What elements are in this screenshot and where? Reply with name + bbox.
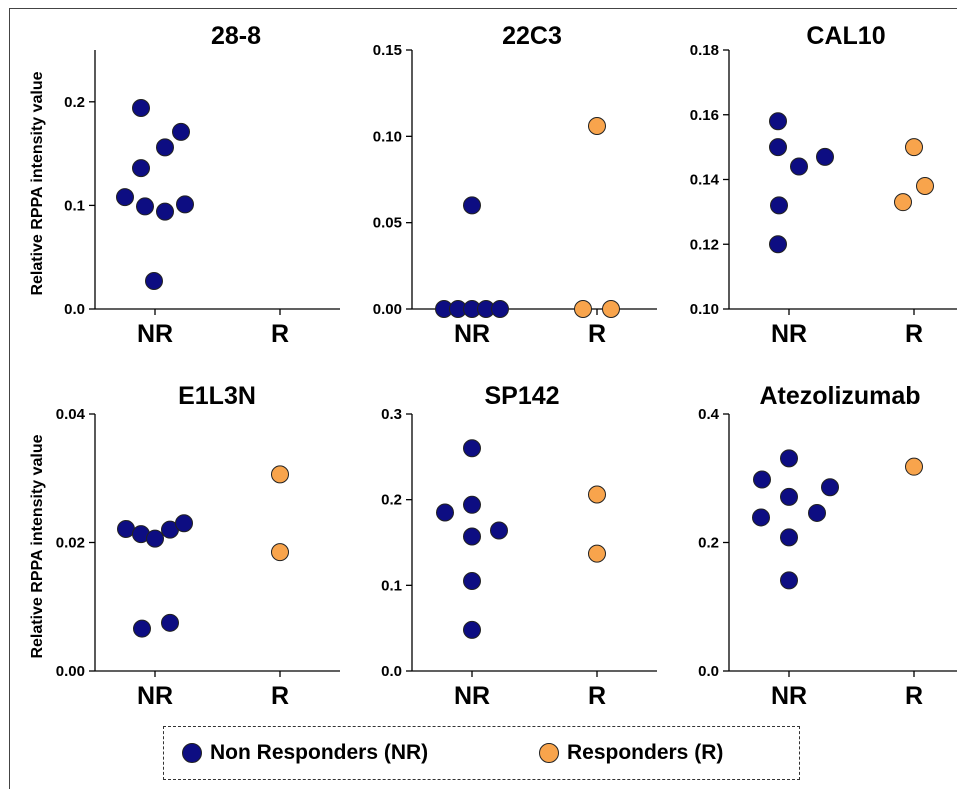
legend: Non Responders (NR) Responders (R) [163,726,800,780]
panel-title: 22C3 [502,22,562,50]
panel-title: SP142 [484,382,559,410]
x-tick-label: NR [137,320,173,348]
data-point-nr [176,195,194,214]
data-point-r [602,300,620,318]
y-tick-label: 0.1 [64,197,85,214]
legend-item-nr: Non Responders (NR) [182,727,428,779]
panel-title: Atezolizumab [759,382,920,410]
y-tick-label: 0.04 [56,406,86,423]
y-tick-label: 0.1 [381,577,402,594]
x-tick-label: NR [454,320,490,348]
x-tick-label: R [588,320,606,348]
data-point-nr [821,478,839,497]
y-tick-label: 0.10 [690,301,719,318]
data-point-r [588,544,606,563]
data-point-nr [490,521,508,540]
data-point-r [588,485,606,504]
data-point-r [894,193,912,212]
y-axis-label: Relative RPPA intensity value [29,71,46,295]
legend-item-r: Responders (R) [539,727,723,779]
data-point-nr [172,122,190,141]
data-point-nr [769,235,787,254]
x-tick-label: R [271,682,289,710]
x-tick-label: NR [771,320,807,348]
y-tick-label: 0.2 [64,94,85,111]
y-tick-label: 0.0 [381,663,402,680]
data-point-nr [463,527,481,546]
y-tick-label: 0.3 [381,406,402,423]
y-tick-label: 0.00 [56,663,85,680]
legend-marker-r [539,743,559,763]
data-point-nr [808,503,826,522]
panel-title: CAL10 [806,22,885,50]
x-tick-label: R [905,682,923,710]
y-tick-label: 0.12 [690,236,719,253]
data-point-r [905,138,923,157]
data-point-nr [463,495,481,514]
data-point-nr [132,159,150,178]
data-point-nr [161,613,179,632]
y-tick-label: 0.2 [698,535,719,552]
y-tick-label: 0.02 [56,535,85,552]
data-point-nr [790,157,808,176]
data-point-nr [463,439,481,458]
data-point-r [271,465,289,484]
data-point-r [588,116,606,135]
panel-title: 28-8 [211,22,261,50]
data-point-nr [769,112,787,131]
x-tick-label: R [588,682,606,710]
y-tick-label: 0.0 [64,301,85,318]
data-point-r [916,176,934,195]
legend-marker-nr [182,743,202,763]
y-tick-label: 0.2 [381,492,402,509]
data-point-r [905,457,923,476]
data-point-nr [463,620,481,639]
figure-frame [9,8,957,789]
data-point-nr [780,449,798,468]
data-point-nr [753,470,771,489]
x-tick-label: R [271,320,289,348]
y-tick-label: 0.18 [690,42,719,59]
x-tick-label: NR [454,682,490,710]
data-point-nr [436,503,454,522]
x-tick-label: NR [771,682,807,710]
data-point-nr [769,138,787,157]
data-point-nr [463,572,481,591]
y-tick-label: 0.16 [690,107,719,124]
data-point-nr [780,528,798,547]
legend-label-nr: Non Responders (NR) [210,741,429,764]
data-point-r [271,543,289,562]
data-point-nr [780,571,798,590]
x-tick-label: R [905,320,923,348]
y-tick-label: 0.00 [373,301,402,318]
data-point-nr [491,300,509,318]
data-point-r [574,300,592,318]
data-point-nr [117,520,135,539]
data-point-nr [780,487,798,506]
data-point-nr [770,196,788,215]
y-tick-label: 0.05 [373,215,402,232]
data-point-nr [156,138,174,157]
y-tick-label: 0.0 [698,663,719,680]
data-point-nr [156,202,174,221]
panel-title: E1L3N [178,382,256,410]
data-point-nr [146,529,164,548]
data-point-nr [116,188,134,207]
data-point-nr [145,272,163,291]
y-axis-label: Relative RPPA intensity value [29,434,46,658]
y-tick-label: 0.15 [373,42,402,59]
data-point-nr [175,514,193,533]
data-point-nr [133,619,151,638]
y-tick-label: 0.10 [373,128,402,145]
x-tick-label: NR [137,682,173,710]
legend-label-r: Responders (R) [567,741,724,764]
data-point-nr [752,508,770,527]
data-point-nr [136,197,154,216]
y-tick-label: 0.4 [698,406,720,423]
data-point-nr [816,147,834,166]
data-point-nr [463,196,481,215]
data-point-nr [132,99,150,118]
y-tick-label: 0.14 [690,172,720,189]
